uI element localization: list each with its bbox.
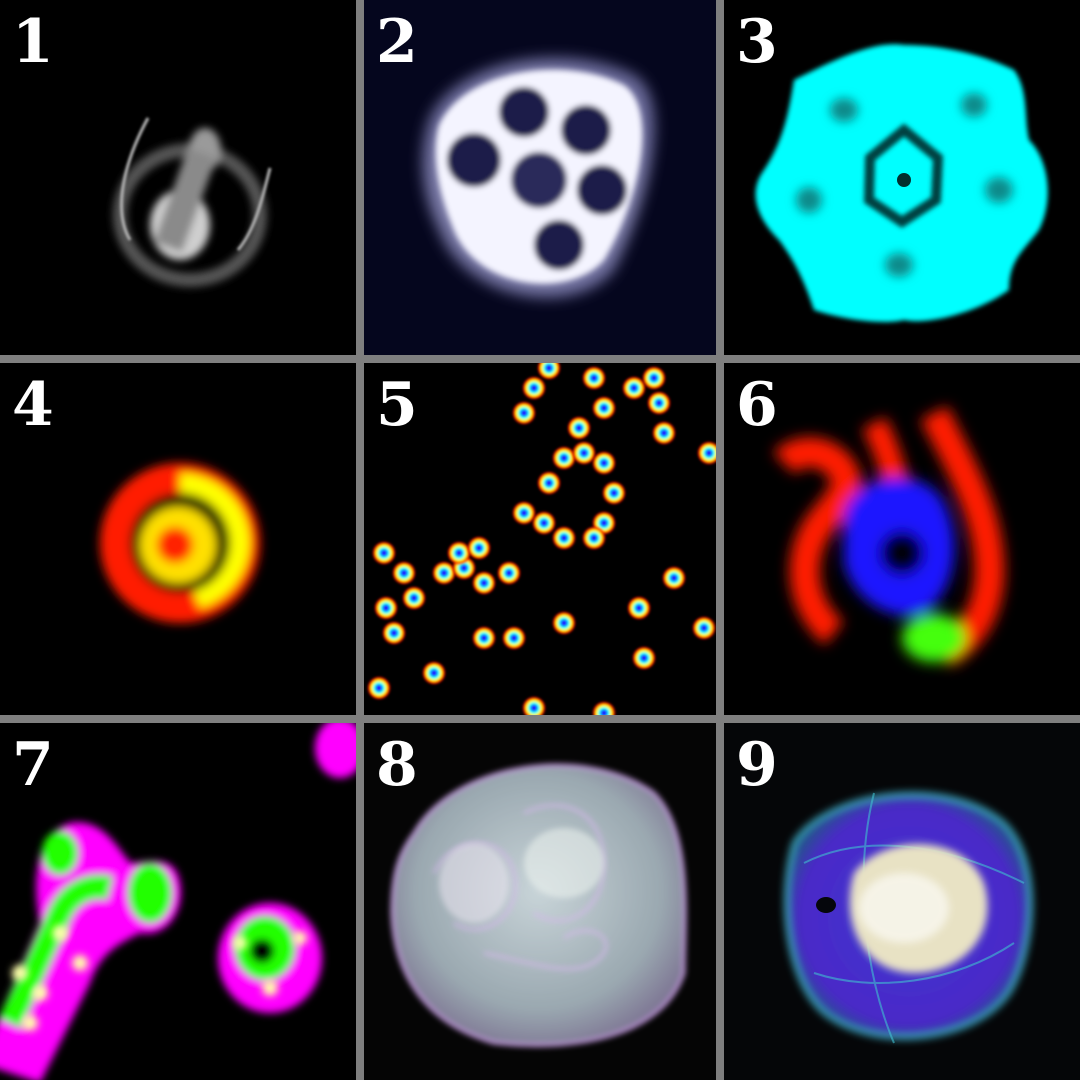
particle (423, 662, 445, 684)
particle (593, 452, 615, 474)
panel-3-image (755, 44, 1048, 322)
particle (523, 697, 545, 715)
panel-6-image (773, 406, 1005, 667)
particle (623, 377, 645, 399)
panel-7-image (0, 723, 356, 1080)
particle (643, 367, 665, 389)
particle (375, 597, 397, 619)
particle (523, 377, 545, 399)
particle (538, 363, 560, 379)
particle (393, 562, 415, 584)
panel-9-image (784, 792, 1033, 1044)
particle (473, 572, 495, 594)
panel-7-number: 7 (12, 730, 54, 800)
particle (553, 447, 575, 469)
particle (583, 527, 605, 549)
particle (533, 512, 555, 534)
particle (373, 542, 395, 564)
panel-8-number: 8 (376, 730, 418, 800)
panel-2-image (422, 57, 655, 298)
panel-9: 9 (724, 723, 1080, 1080)
particle (653, 422, 675, 444)
particle (593, 702, 615, 715)
particle (593, 397, 615, 419)
panel-9-number: 9 (736, 730, 778, 800)
particle (603, 482, 625, 504)
particle (538, 472, 560, 494)
panel-8: 8 (364, 723, 716, 1080)
panel-1-number: 1 (12, 7, 54, 77)
panel-8-image (390, 763, 687, 1047)
panel-4: 4 (0, 363, 356, 715)
particle (513, 402, 535, 424)
particle (693, 617, 715, 639)
panel-6-number: 6 (736, 370, 778, 440)
particle (568, 417, 590, 439)
particle (513, 502, 535, 524)
particle (368, 677, 390, 699)
panel-5-number: 5 (376, 370, 418, 440)
particle (473, 627, 495, 649)
panel-3-number: 3 (736, 7, 778, 77)
particle (628, 597, 650, 619)
panel-1: 1 (0, 0, 356, 355)
particle (503, 627, 525, 649)
panel-2-number: 2 (376, 7, 418, 77)
panel-5: 5 (364, 363, 716, 715)
particle (573, 442, 595, 464)
particle (498, 562, 520, 584)
particle (648, 392, 670, 414)
panel-7: 7 (0, 723, 356, 1080)
particle (553, 612, 575, 634)
particle (448, 542, 470, 564)
particle (468, 537, 490, 559)
panel-6: 6 (724, 363, 1080, 715)
panel-1-image (113, 117, 272, 287)
particle (383, 622, 405, 644)
particle (698, 442, 716, 464)
particle (403, 587, 425, 609)
particle (553, 527, 575, 549)
particle (593, 512, 615, 534)
particle (663, 567, 685, 589)
panel-5-image (368, 363, 716, 715)
panel-4-number: 4 (12, 370, 54, 440)
particle (433, 562, 455, 584)
panel-2: 2 (364, 0, 716, 355)
particle (583, 367, 605, 389)
particle (633, 647, 655, 669)
panel-3: 3 (724, 0, 1080, 355)
panel-4-image (100, 463, 260, 623)
